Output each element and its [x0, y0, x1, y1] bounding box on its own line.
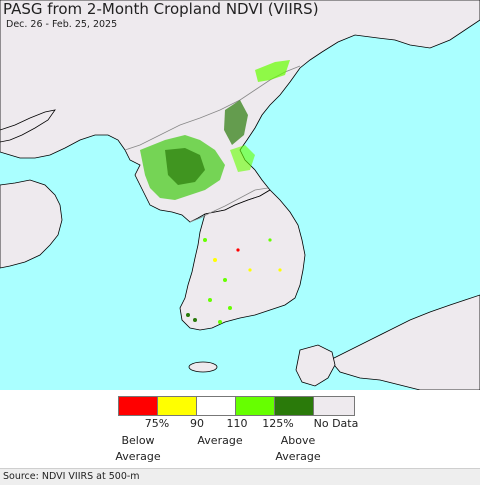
legend-swatch-90-110	[197, 397, 236, 415]
liaodong-peninsula	[0, 109, 56, 143]
legend-below-line1: Below	[121, 434, 155, 447]
ndvi-scattered-south	[186, 238, 282, 324]
ndvi-map	[0, 0, 480, 390]
legend-tick-75: 75%	[144, 417, 170, 430]
source-footer: Source: NDVI VIIRS at 500-m	[0, 468, 480, 485]
legend-above-average: Above Average	[275, 433, 320, 465]
source-text: Source: NDVI VIIRS at 500-m	[3, 471, 140, 482]
legend-above-line2: Average	[275, 450, 321, 463]
jeju-island	[188, 361, 218, 373]
date-range: Dec. 26 - Feb. 25, 2025	[6, 19, 118, 30]
legend-below-average: Below Average	[115, 433, 160, 465]
legend-swatch-below-75	[119, 397, 158, 415]
legend-swatch-above-125	[275, 397, 314, 415]
legend-average: Average	[197, 433, 242, 449]
legend-above-line1: Above	[280, 434, 316, 447]
legend-tick-110: 110	[226, 417, 248, 430]
china-coast-left	[0, 179, 63, 269]
ndvi-above-average	[140, 60, 290, 200]
legend-tick-no-data: No Data	[313, 417, 359, 430]
legend-below-line2: Average	[115, 450, 161, 463]
dmz-border	[189, 187, 269, 223]
japan-kyushu	[295, 344, 336, 387]
legend-tick-125: 125%	[262, 417, 294, 430]
legend-colorbar	[118, 396, 355, 416]
legend-swatch-no-data	[314, 397, 354, 415]
legend-tick-90: 90	[190, 417, 204, 430]
japan-honshu	[329, 294, 480, 390]
map-title: PASG from 2-Month Cropland NDVI (VIIRS)	[3, 0, 319, 18]
south-korea	[179, 189, 306, 331]
legend-average-line: Average	[197, 434, 243, 447]
legend-swatch-75-90	[158, 397, 197, 415]
legend-swatch-110-125	[236, 397, 275, 415]
